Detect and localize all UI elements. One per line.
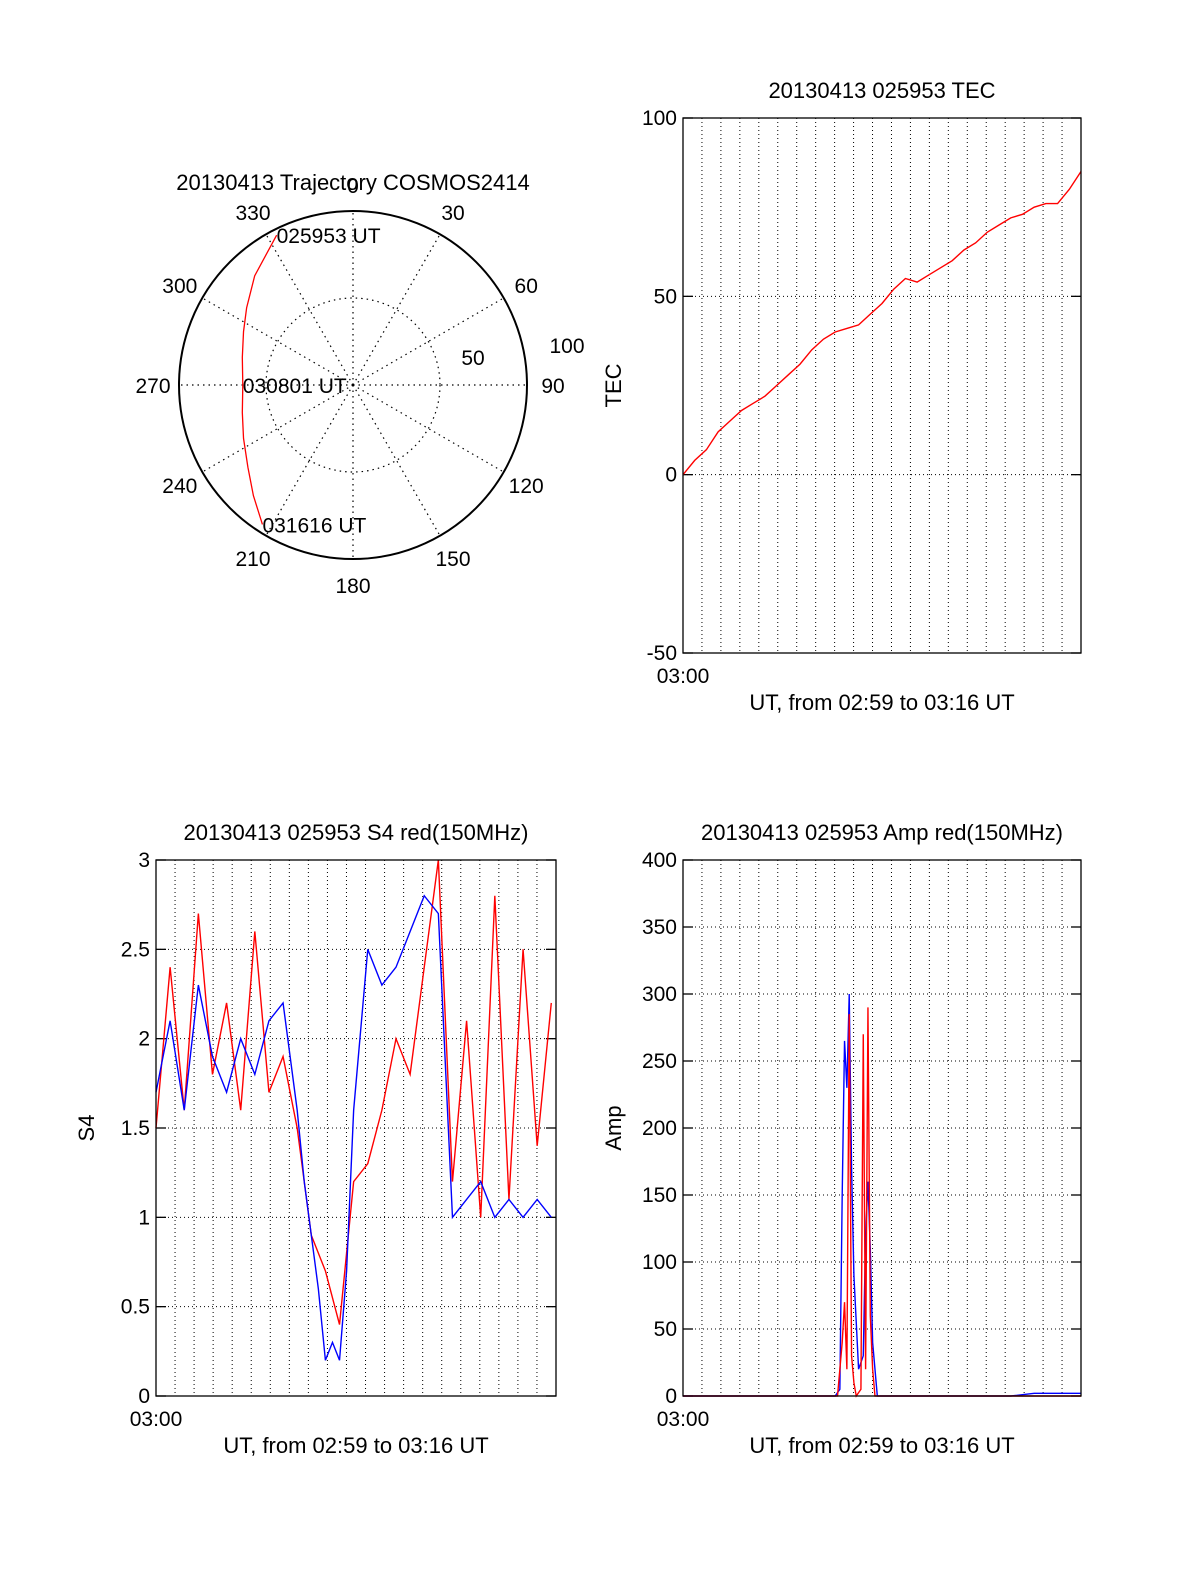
polar-angle-label: 0 [347, 175, 359, 198]
y-tick-label: 1.5 [121, 1117, 150, 1140]
x-axis-label: UT, from 02:59 to 03:16 UT [749, 1433, 1014, 1458]
trajectory-time-label: 025953 UT [277, 225, 381, 248]
polar-angle-label: 270 [135, 375, 170, 398]
polar-angle-label: 30 [441, 202, 464, 225]
y-tick-label: 2 [138, 1028, 150, 1051]
x-tick-label: 03:00 [657, 665, 710, 688]
y-tick-label: 350 [642, 916, 677, 939]
polar-radial-label: 100 [549, 335, 584, 358]
y-tick-label: 50 [654, 285, 677, 308]
y-tick-label: 400 [642, 849, 677, 872]
polar-angle-labels: 0 30 60 90 120 150 180 210 240 270 300 330 [135, 175, 564, 598]
y-tick-label: 0 [665, 464, 677, 487]
polar-spoke [352, 234, 441, 386]
s4-panel: 20130413 025953 S4 red(150MHz) 3 2.5 2 1.5 1 0… [74, 820, 557, 1458]
y-tick-label: 150 [642, 1184, 677, 1207]
polar-angle-label: 210 [235, 548, 270, 571]
x-tick-label: 03:00 [657, 1408, 710, 1431]
polar-radial-label: 50 [461, 347, 484, 370]
y-axis-label: Amp [601, 1105, 626, 1150]
y-tick-label: 100 [642, 107, 677, 130]
y-tick-label: 100 [642, 1251, 677, 1274]
polar-spoke [265, 384, 354, 536]
trajectory-line [241, 234, 278, 525]
polar-angle-label: 120 [509, 475, 544, 498]
polar-spoke [202, 384, 354, 473]
trajectory-time-label: 030801 UT [243, 375, 347, 398]
plot-frame [682, 859, 1082, 1397]
series-line-0 [155, 859, 552, 1325]
series-line-0 [683, 993, 1081, 1397]
y-tick-label: 300 [642, 983, 677, 1006]
amp-panel: 20130413 025953 Amp red(150MHz) 400 350 300… [601, 820, 1082, 1458]
polar-outer-ring [178, 210, 528, 560]
polar-spoke [202, 297, 354, 386]
y-tick-label: 0 [665, 1385, 677, 1408]
y-tick-label: 0.5 [121, 1296, 150, 1319]
y-tick-label: 3 [138, 849, 150, 872]
series-line-1 [683, 1007, 1081, 1398]
trajectory-annotations: 025953 UT 030801 UT 031616 UT [243, 225, 381, 537]
polar-grid [179, 211, 527, 559]
panel-title: 20130413 025953 Amp red(150MHz) [701, 820, 1063, 845]
y-tick-label: 1 [138, 1206, 150, 1229]
y-tick-label: 250 [642, 1050, 677, 1073]
polar-spoke [352, 384, 441, 536]
polar-angle-label: 60 [515, 275, 538, 298]
polar-angle-label: 150 [435, 548, 470, 571]
plot-frame [155, 859, 557, 1397]
trajectory-time-label: 031616 UT [262, 514, 366, 537]
polar-angle-label: 90 [541, 375, 564, 398]
x-axis-label: UT, from 02:59 to 03:16 UT [749, 690, 1014, 715]
polar-angle-label: 180 [335, 575, 370, 598]
y-tick-label: 200 [642, 1117, 677, 1140]
y-axis-label: S4 [74, 1115, 99, 1142]
y-tick-label: 0 [138, 1385, 150, 1408]
polar-spoke [265, 234, 354, 386]
series-line-0 [682, 171, 1082, 476]
polar-radial-labels: 50 100 [461, 335, 584, 370]
y-axis-label: TEC [601, 363, 626, 407]
y-tick-label: 2.5 [121, 938, 150, 961]
polar-angle-label: 240 [162, 475, 197, 498]
polar-panel: 20130413 Trajectory COSMOS2414 0 30 60 90 12… [135, 170, 584, 598]
plot-frame [682, 117, 1082, 654]
x-tick-label: 03:00 [130, 1408, 183, 1431]
x-axis-label: UT, from 02:59 to 03:16 UT [223, 1433, 488, 1458]
series-line-1 [155, 894, 552, 1361]
polar-inner-ring [265, 297, 441, 473]
y-tick-label: 50 [654, 1318, 677, 1341]
polar-spoke [352, 384, 504, 473]
polar-angle-label: 330 [235, 202, 270, 225]
panel-title: 20130413 025953 TEC [768, 78, 995, 103]
polar-angle-label: 300 [162, 275, 197, 298]
y-tick-label: -50 [647, 642, 677, 665]
panel-title: 20130413 025953 S4 red(150MHz) [184, 820, 529, 845]
polar-title: 20130413 Trajectory COSMOS2414 [176, 170, 529, 195]
polar-spoke [352, 297, 504, 386]
